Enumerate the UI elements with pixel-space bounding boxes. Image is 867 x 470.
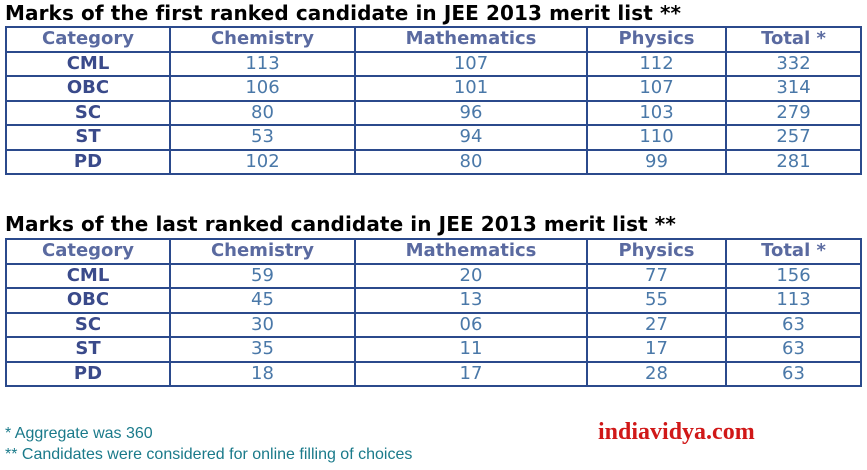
chemistry-cell: 102 bbox=[169, 148, 356, 175]
mathematics-cell: 20 bbox=[354, 262, 588, 289]
table-row: CML 59 20 77 156 bbox=[5, 262, 862, 289]
physics-cell: 28 bbox=[586, 360, 727, 387]
mathematics-cell: 80 bbox=[354, 148, 588, 175]
chemistry-cell: 59 bbox=[169, 262, 356, 289]
category-cell: OBC bbox=[5, 75, 171, 102]
chemistry-cell: 80 bbox=[169, 99, 356, 126]
footnote-aggregate: * Aggregate was 360 bbox=[5, 425, 153, 442]
mathematics-cell: 11 bbox=[354, 336, 588, 363]
total-cell: 156 bbox=[725, 262, 862, 289]
physics-cell: 27 bbox=[586, 311, 727, 338]
total-cell: 314 bbox=[725, 75, 862, 102]
column-header-category: Category bbox=[5, 238, 171, 265]
chemistry-cell: 106 bbox=[169, 75, 356, 102]
mathematics-cell: 06 bbox=[354, 311, 588, 338]
category-cell: ST bbox=[5, 336, 171, 363]
physics-cell: 107 bbox=[586, 75, 727, 102]
chemistry-cell: 30 bbox=[169, 311, 356, 338]
physics-cell: 17 bbox=[586, 336, 727, 363]
chemistry-cell: 53 bbox=[169, 124, 356, 151]
total-cell: 279 bbox=[725, 99, 862, 126]
last-ranked-marks-table: Category Chemistry Mathematics Physics T… bbox=[5, 238, 862, 387]
mathematics-cell: 96 bbox=[354, 99, 588, 126]
chemistry-cell: 35 bbox=[169, 336, 356, 363]
total-cell: 63 bbox=[725, 311, 862, 338]
table-row: PD 18 17 28 63 bbox=[5, 360, 862, 387]
total-cell: 332 bbox=[725, 50, 862, 77]
physics-cell: 55 bbox=[586, 287, 727, 314]
chemistry-cell: 113 bbox=[169, 50, 356, 77]
physics-cell: 103 bbox=[586, 99, 727, 126]
category-cell: PD bbox=[5, 148, 171, 175]
chemistry-cell: 45 bbox=[169, 287, 356, 314]
column-header-total: Total * bbox=[725, 26, 862, 53]
category-cell: ST bbox=[5, 124, 171, 151]
column-header-chemistry: Chemistry bbox=[169, 238, 356, 265]
first-ranked-table-title: Marks of the first ranked candidate in J… bbox=[5, 1, 682, 25]
total-cell: 257 bbox=[725, 124, 862, 151]
mathematics-cell: 17 bbox=[354, 360, 588, 387]
mathematics-cell: 94 bbox=[354, 124, 588, 151]
table-row: SC 80 96 103 279 bbox=[5, 99, 862, 126]
column-header-category: Category bbox=[5, 26, 171, 53]
table-row: OBC 106 101 107 314 bbox=[5, 75, 862, 102]
mathematics-cell: 101 bbox=[354, 75, 588, 102]
category-cell: PD bbox=[5, 360, 171, 387]
total-cell: 281 bbox=[725, 148, 862, 175]
table-header-row: Category Chemistry Mathematics Physics T… bbox=[5, 238, 862, 265]
category-cell: SC bbox=[5, 99, 171, 126]
footnote-candidates: ** Candidates were considered for online… bbox=[5, 446, 413, 463]
total-cell: 113 bbox=[725, 287, 862, 314]
column-header-total: Total * bbox=[725, 238, 862, 265]
column-header-mathematics: Mathematics bbox=[354, 238, 588, 265]
table-row: CML 113 107 112 332 bbox=[5, 50, 862, 77]
category-cell: CML bbox=[5, 50, 171, 77]
last-ranked-table-title: Marks of the last ranked candidate in JE… bbox=[5, 212, 676, 236]
table-row: ST 35 11 17 63 bbox=[5, 336, 862, 363]
table-row: PD 102 80 99 281 bbox=[5, 148, 862, 175]
table-row: ST 53 94 110 257 bbox=[5, 124, 862, 151]
table-row: SC 30 06 27 63 bbox=[5, 311, 862, 338]
table-header-row: Category Chemistry Mathematics Physics T… bbox=[5, 26, 862, 53]
category-cell: SC bbox=[5, 311, 171, 338]
table-row: OBC 45 13 55 113 bbox=[5, 287, 862, 314]
chemistry-cell: 18 bbox=[169, 360, 356, 387]
category-cell: OBC bbox=[5, 287, 171, 314]
column-header-chemistry: Chemistry bbox=[169, 26, 356, 53]
mathematics-cell: 107 bbox=[354, 50, 588, 77]
column-header-mathematics: Mathematics bbox=[354, 26, 588, 53]
column-header-physics: Physics bbox=[586, 238, 727, 265]
physics-cell: 110 bbox=[586, 124, 727, 151]
brand-watermark: indiavidya.com bbox=[598, 419, 755, 445]
total-cell: 63 bbox=[725, 360, 862, 387]
physics-cell: 77 bbox=[586, 262, 727, 289]
physics-cell: 112 bbox=[586, 50, 727, 77]
total-cell: 63 bbox=[725, 336, 862, 363]
column-header-physics: Physics bbox=[586, 26, 727, 53]
physics-cell: 99 bbox=[586, 148, 727, 175]
first-ranked-marks-table: Category Chemistry Mathematics Physics T… bbox=[5, 26, 862, 175]
mathematics-cell: 13 bbox=[354, 287, 588, 314]
category-cell: CML bbox=[5, 262, 171, 289]
